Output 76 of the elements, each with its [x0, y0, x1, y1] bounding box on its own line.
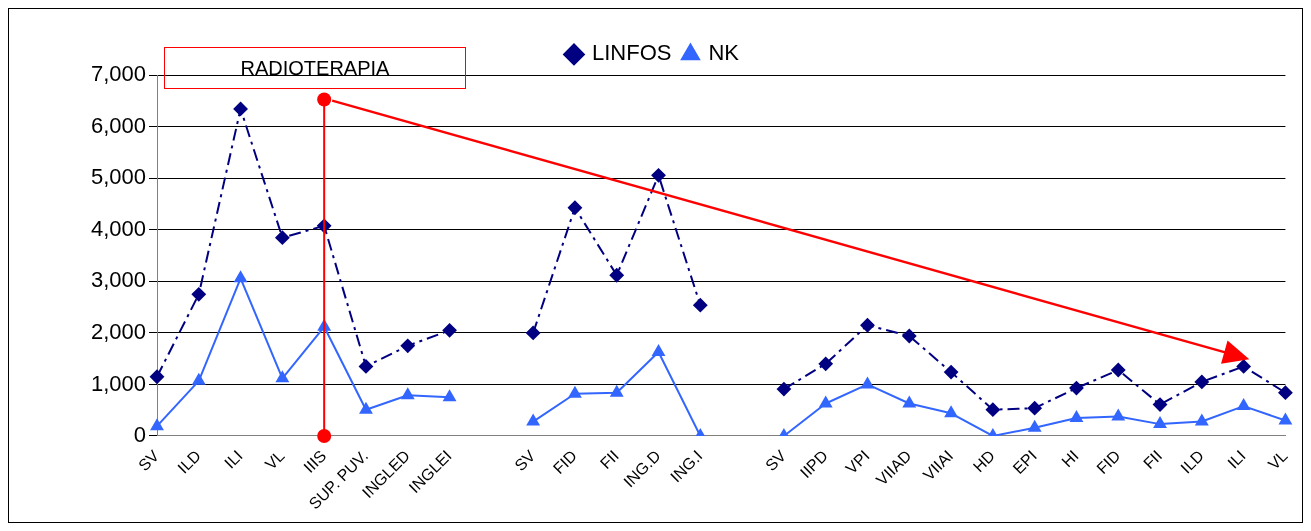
y-tick-label: 3,000: [90, 267, 146, 293]
point: [359, 402, 373, 414]
x-tick-label: EPI: [1009, 446, 1040, 478]
point: [1069, 381, 1084, 396]
y-tick-label: 2,000: [90, 319, 146, 345]
point: [903, 396, 916, 408]
point: [776, 382, 791, 397]
point: [944, 406, 958, 418]
y-tick-label: 0: [133, 422, 146, 448]
x-tick-label: IIIS: [300, 446, 330, 476]
point: [985, 402, 1000, 417]
x-tick-label: ILD: [174, 446, 205, 477]
y-tick-label: 4,000: [90, 215, 146, 241]
x-tick-label: FII: [596, 446, 622, 473]
point: [1111, 363, 1126, 378]
x-tick-label: HI: [1058, 446, 1082, 471]
point: [1153, 397, 1168, 412]
x-tick-label: FID: [1093, 446, 1124, 478]
point: [819, 396, 832, 408]
point: [651, 168, 666, 183]
y-tick-label: 7,000: [90, 61, 146, 87]
point: [234, 271, 247, 283]
point: [443, 390, 456, 402]
point: [610, 385, 623, 397]
legend-label: NK: [708, 40, 740, 66]
point: [442, 323, 457, 338]
point: [860, 318, 875, 333]
point: [818, 356, 833, 371]
x-tick-label: FID: [549, 446, 581, 478]
annotation: RADIOTERAPIA: [164, 47, 466, 89]
point: [944, 365, 959, 380]
x-tick-label: ILI: [1224, 446, 1249, 472]
x-tick-label: ILD: [1177, 446, 1208, 477]
y-tick-label: 1,000: [90, 370, 146, 396]
x-tick-label: VL: [261, 446, 288, 473]
point: [192, 373, 205, 385]
point: [567, 200, 582, 215]
point: [1028, 420, 1041, 432]
point: [400, 338, 415, 353]
point: [150, 419, 164, 431]
x-tick-label: SV: [135, 446, 163, 475]
point: [1236, 359, 1251, 374]
x-tick-label: SV: [762, 446, 790, 475]
point: [1278, 385, 1293, 400]
x-tick-label: ILI: [221, 446, 246, 472]
point: [1279, 413, 1292, 425]
point: [902, 329, 917, 344]
point: [693, 298, 708, 313]
point: [1112, 409, 1125, 421]
legend-label: LINFOS: [591, 40, 672, 66]
point: [861, 377, 874, 389]
y-tick-label: 6,000: [90, 112, 146, 138]
point: [1070, 410, 1083, 422]
x-tick-label: FII: [1140, 446, 1166, 473]
point: [191, 287, 206, 302]
x-tick-label: VL: [1264, 446, 1291, 473]
x-tick-label: SV: [511, 446, 539, 475]
point: [1027, 401, 1042, 416]
x-tick-label: VPI: [842, 446, 873, 478]
point: [276, 371, 289, 383]
point: [1195, 414, 1209, 426]
point: [1194, 374, 1209, 389]
point: [526, 325, 541, 340]
point: [609, 268, 624, 283]
x-tick-label: IIPD: [796, 446, 831, 481]
x-tick-label: HD: [969, 446, 999, 476]
point: [358, 359, 373, 374]
point: [233, 101, 248, 116]
point: [275, 230, 290, 245]
point: [1153, 417, 1167, 429]
point: [526, 414, 540, 426]
point: [652, 345, 665, 357]
point: [1237, 399, 1250, 411]
y-tick-label: 5,000: [90, 164, 146, 190]
point: [401, 388, 414, 400]
point: [568, 386, 582, 398]
